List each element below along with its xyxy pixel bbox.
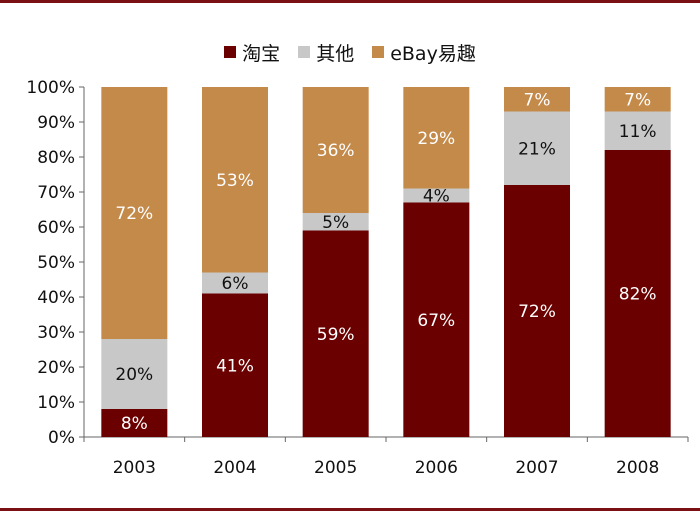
bar-segment — [302, 230, 369, 437]
bar-segment — [403, 202, 470, 437]
y-tick-label: 100% — [26, 78, 75, 98]
top-border-rule — [0, 0, 700, 3]
data-label: 7% — [624, 90, 651, 110]
x-tick-label: 2003 — [113, 458, 156, 478]
bar-segment — [403, 188, 470, 203]
legend-item-ebay: eBay易趣 — [372, 39, 476, 66]
bar-segment — [504, 185, 570, 437]
bar-segment — [504, 87, 570, 112]
y-tick-label: 90% — [37, 113, 75, 133]
data-label: 53% — [216, 171, 254, 191]
data-label: 59% — [317, 325, 355, 345]
bar-segment — [604, 111, 671, 150]
y-tick-label: 40% — [37, 288, 75, 308]
data-label: 67% — [417, 311, 455, 331]
bar-segment — [504, 111, 570, 185]
data-label: 82% — [619, 285, 657, 305]
x-tick-label: 2006 — [415, 458, 458, 478]
data-label: 29% — [417, 129, 455, 149]
y-tick-label: 0% — [48, 428, 75, 448]
legend-label-ebay: eBay易趣 — [390, 42, 476, 65]
x-tick-label: 2007 — [515, 458, 558, 478]
bar-segment — [101, 87, 168, 339]
bar-segment — [604, 150, 671, 437]
bar-segment — [202, 293, 268, 437]
bar-segment — [403, 87, 470, 189]
y-tick-label: 60% — [37, 218, 75, 238]
legend-swatch-taobao — [224, 46, 237, 58]
y-tick-label: 70% — [37, 183, 75, 203]
data-label: 72% — [115, 204, 153, 224]
bar-segment — [202, 87, 268, 273]
data-label: 8% — [121, 414, 148, 434]
legend-item-taobao: 淘宝 — [224, 39, 280, 66]
bar-segment — [101, 409, 168, 437]
legend-swatch-other — [298, 46, 311, 58]
data-label: 4% — [423, 187, 450, 207]
bar-segment — [101, 339, 168, 409]
y-tick-label: 80% — [37, 148, 75, 168]
y-tick-label: 50% — [37, 253, 75, 273]
legend-item-other: 其他 — [298, 39, 354, 66]
data-label: 72% — [518, 302, 556, 322]
bar-segment — [604, 87, 671, 112]
x-tick-label: 2004 — [213, 458, 256, 478]
data-label: 36% — [317, 141, 355, 161]
bar-segment — [302, 213, 369, 231]
data-label: 7% — [524, 90, 551, 110]
y-tick-label: 10% — [37, 393, 75, 413]
bar-segment — [302, 87, 369, 213]
x-tick-label: 2005 — [314, 458, 357, 478]
legend-label-other: 其他 — [316, 42, 355, 65]
legend-swatch-ebay — [372, 46, 385, 58]
data-label: 5% — [322, 213, 349, 233]
y-tick-label: 20% — [37, 358, 75, 378]
data-label: 11% — [619, 122, 657, 142]
x-tick-label: 2008 — [616, 458, 659, 478]
data-label: 41% — [216, 356, 254, 376]
data-label: 21% — [518, 139, 556, 159]
legend-label-taobao: 淘宝 — [242, 42, 281, 65]
y-tick-label: 30% — [37, 323, 75, 343]
bottom-border-rule — [0, 508, 700, 511]
data-label: 6% — [222, 274, 249, 294]
data-label: 20% — [115, 365, 153, 385]
chart-legend: 淘宝 其他 eBay易趣 — [0, 38, 700, 66]
bar-segment — [202, 272, 268, 294]
